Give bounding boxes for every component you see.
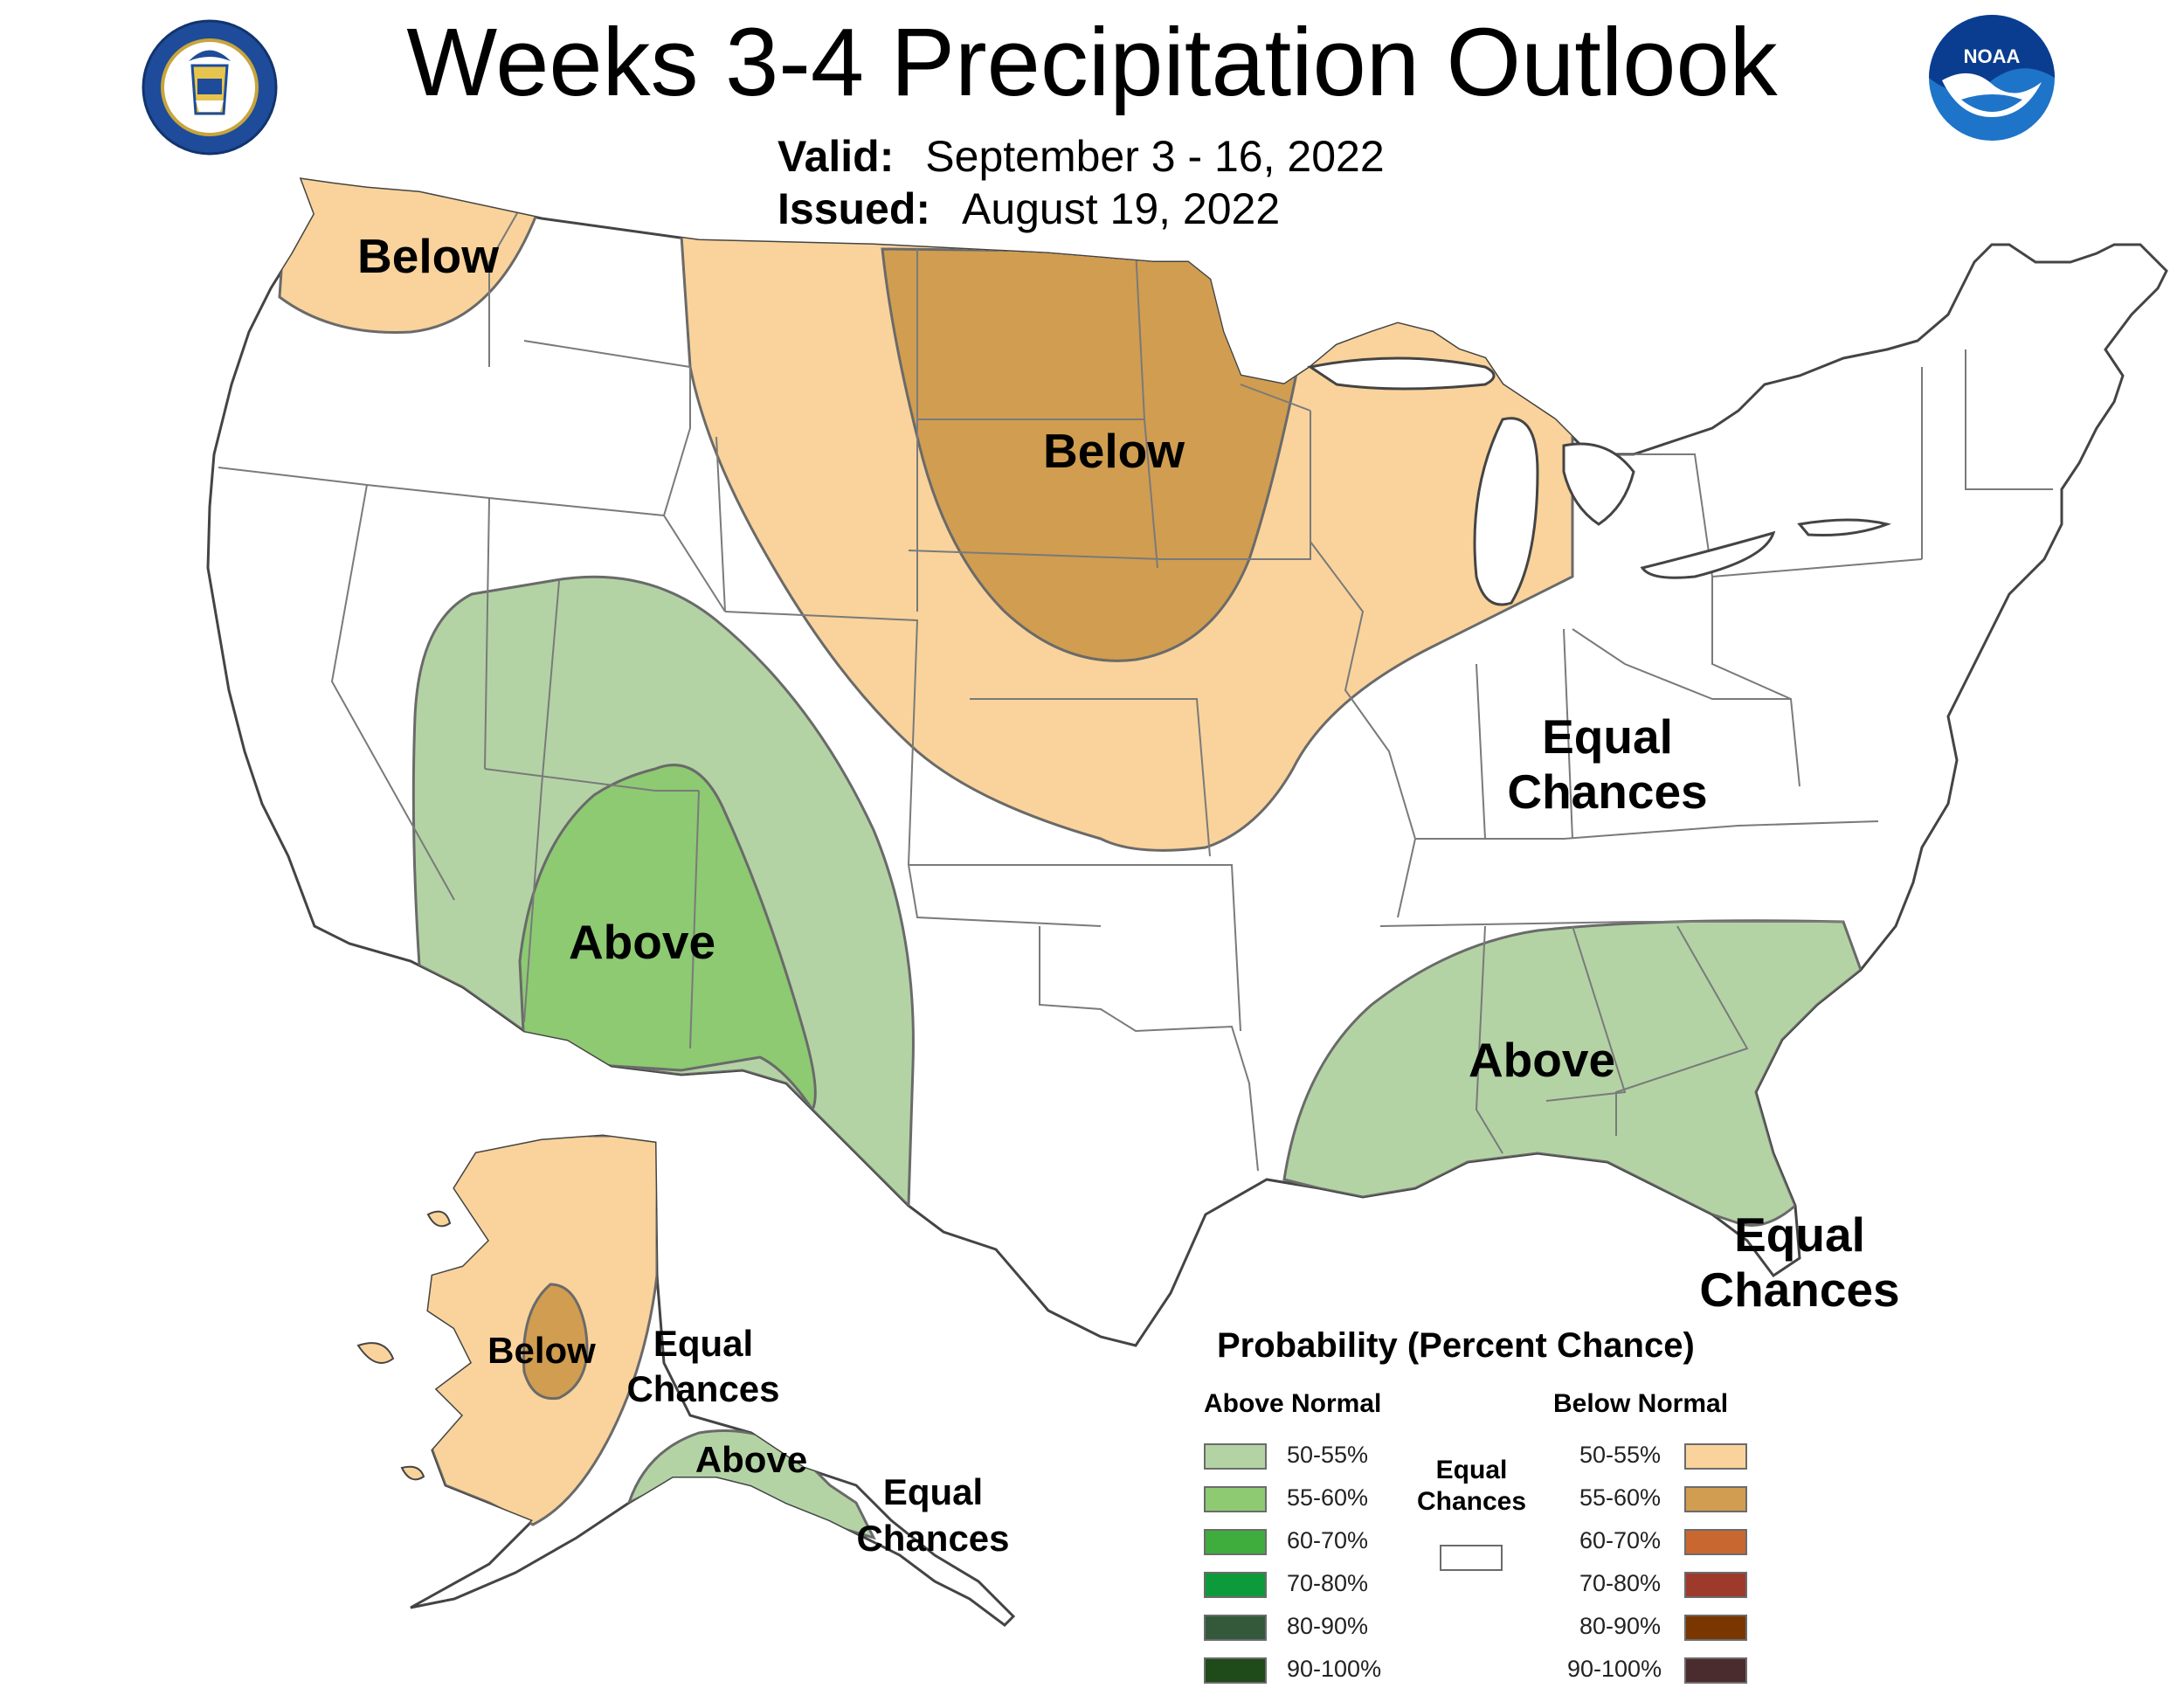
- region-labels: Below Below Above Above Equal Chances Eq…: [357, 229, 1900, 1559]
- legend-above-percent-label: 70-80%: [1287, 1570, 1369, 1596]
- page-title: Weeks 3-4 Precipitation Outlook: [406, 9, 1778, 116]
- label-east-chances: Chances: [1507, 764, 1707, 819]
- legend-title: Probability (Percent Chance): [1217, 1326, 1695, 1365]
- legend-below-row: 60-70%: [1553, 1527, 1747, 1555]
- legend-above-swatch: [1204, 1572, 1267, 1598]
- legend-below-swatch: [1684, 1529, 1747, 1555]
- label-east-equal: Equal: [1542, 709, 1673, 764]
- legend-above-row: 60-70%: [1204, 1527, 1396, 1555]
- valid-value: September 3 - 16, 2022: [925, 132, 1385, 181]
- legend-above-percent-label: 60-70%: [1287, 1527, 1369, 1553]
- legend-above-header: Above Normal: [1204, 1389, 1382, 1418]
- legend-above-row: 50-55%: [1204, 1442, 1396, 1470]
- alaska-above-50-55: [626, 1429, 876, 1540]
- legend-equal-line1: Equal: [1435, 1456, 1508, 1484]
- legend-below-swatch: [1684, 1615, 1747, 1641]
- state-borders: [218, 200, 2053, 1172]
- legend-below-percent-label: 60-70%: [1579, 1527, 1662, 1553]
- label-florida-chances: Chances: [1699, 1263, 1899, 1317]
- above-55-60-southwest: [518, 764, 817, 1112]
- above-50-55-southeast: [1282, 919, 1863, 1227]
- legend-equal-chances-label: Equal Chances: [1400, 1455, 1544, 1518]
- legend-below-header: Below Normal: [1553, 1389, 1729, 1418]
- legend-above-swatch: [1204, 1657, 1267, 1684]
- legend-above-percent-label: 50-55%: [1287, 1442, 1369, 1468]
- label-alaska-west-below: Below: [487, 1330, 596, 1371]
- legend-below-percent-label: 70-80%: [1579, 1570, 1662, 1596]
- legend-equal-chances-swatch: [1440, 1545, 1503, 1571]
- label-alaska-se-equal: Equal: [883, 1471, 983, 1512]
- legend-above-swatch: [1204, 1615, 1267, 1641]
- great-lakes: [1307, 356, 1892, 606]
- legend-equal-line2: Chances: [1416, 1487, 1527, 1516]
- noaa-logo-icon: NOAA: [1929, 15, 2055, 141]
- noaa-logo-text: NOAA: [1964, 45, 2021, 67]
- legend-below-swatch: [1684, 1572, 1747, 1598]
- legend-below-row: 80-90%: [1553, 1613, 1747, 1641]
- legend-above-row: 90-100%: [1204, 1656, 1396, 1684]
- legend-below-percent-label: 50-55%: [1579, 1442, 1662, 1468]
- legend-above-percent-label: 80-90%: [1287, 1613, 1369, 1639]
- legend-above-swatch: [1204, 1443, 1267, 1470]
- issued-label: Issued:: [778, 184, 931, 233]
- label-northwest-below: Below: [357, 229, 499, 283]
- label-alaska-central-chances: Chances: [626, 1368, 779, 1409]
- label-florida-equal: Equal: [1734, 1207, 1865, 1262]
- issued-line: Issued: August 19, 2022: [778, 183, 1280, 234]
- legend-below-swatch: [1684, 1486, 1747, 1512]
- legend-above-percent-label: 55-60%: [1287, 1484, 1369, 1511]
- legend-below-row: 50-55%: [1553, 1442, 1747, 1470]
- label-alaska-south-above: Above: [695, 1439, 807, 1480]
- legend-below-percent-label: 80-90%: [1579, 1613, 1662, 1639]
- legend-below-percent-label: 55-60%: [1579, 1484, 1662, 1511]
- legend-below-swatch: [1684, 1657, 1747, 1684]
- legend-below-swatch: [1684, 1443, 1747, 1470]
- valid-line: Valid: September 3 - 16, 2022: [778, 131, 1385, 182]
- label-alaska-se-chances: Chances: [856, 1518, 1009, 1559]
- legend-below-row: 70-80%: [1553, 1570, 1747, 1598]
- issued-value: August 19, 2022: [961, 184, 1281, 233]
- department-of-commerce-seal-icon: [142, 19, 278, 156]
- label-southeast-above: Above: [1469, 1033, 1615, 1087]
- below-50-55-northwest: [278, 179, 544, 334]
- label-southwest-above: Above: [569, 915, 715, 969]
- legend-below-percent-label: 90-100%: [1567, 1656, 1662, 1682]
- alaska-islands: [356, 1210, 452, 1481]
- valid-label: Valid:: [778, 132, 895, 181]
- legend-above-row: 70-80%: [1204, 1570, 1396, 1598]
- legend-below-row: 55-60%: [1553, 1484, 1747, 1512]
- legend-above-row: 80-90%: [1204, 1613, 1396, 1641]
- alaska-below-55-60: [522, 1283, 589, 1401]
- label-north-central-below: Below: [1043, 424, 1185, 478]
- legend-below-row: 90-100%: [1553, 1656, 1747, 1684]
- below-55-60-north-central: [881, 247, 1321, 662]
- legend-above-swatch: [1204, 1486, 1267, 1512]
- legend-above-percent-label: 90-100%: [1287, 1656, 1382, 1682]
- label-alaska-central-equal: Equal: [653, 1323, 753, 1364]
- legend-above-row: 55-60%: [1204, 1484, 1396, 1512]
- legend-above-swatch: [1204, 1529, 1267, 1555]
